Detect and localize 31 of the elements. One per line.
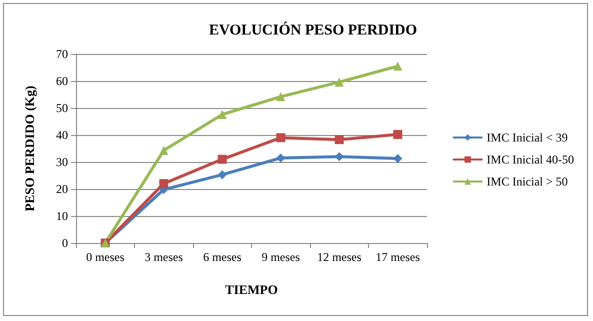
- chart-title: EVOLUCIÓN PESO PERDIDO: [209, 22, 418, 38]
- legend-label: IMC Inicial > 50: [486, 174, 568, 188]
- x-tick-label: 9 meses: [262, 250, 300, 264]
- point: [218, 154, 227, 164]
- x-tick-label: 0 meses: [86, 250, 125, 264]
- point: [218, 170, 227, 180]
- y-tick-label: 30: [56, 155, 68, 169]
- y-tick-label: 60: [56, 74, 68, 88]
- point: [393, 62, 402, 71]
- legend-label: IMC Inicial 40-50: [486, 152, 574, 166]
- y-tick-label: 50: [56, 101, 68, 115]
- point: [334, 78, 344, 87]
- point: [276, 92, 286, 102]
- x-tick-label: 17 meses: [376, 250, 420, 264]
- point: [159, 146, 168, 155]
- y-tick-label: 0: [62, 236, 68, 250]
- x-tick-label: 6 meses: [203, 250, 242, 264]
- legend-label: IMC Inicial < 39: [486, 130, 568, 144]
- x-axis-title: TIEMPO: [225, 282, 278, 297]
- x-tick-label: 12 meses: [317, 250, 362, 264]
- point: [159, 179, 168, 188]
- point: [334, 135, 344, 144]
- y-tick-label: 40: [56, 128, 68, 142]
- point: [218, 110, 227, 119]
- y-tick-label: 10: [56, 209, 68, 223]
- y-tick-label: 20: [56, 182, 68, 196]
- point: [276, 133, 286, 142]
- y-axis-title: PESO PERDIDO (Kg): [22, 86, 37, 212]
- point: [393, 130, 402, 139]
- x-tick-label: 3 meses: [144, 250, 184, 264]
- y-tick-label: 70: [56, 47, 68, 61]
